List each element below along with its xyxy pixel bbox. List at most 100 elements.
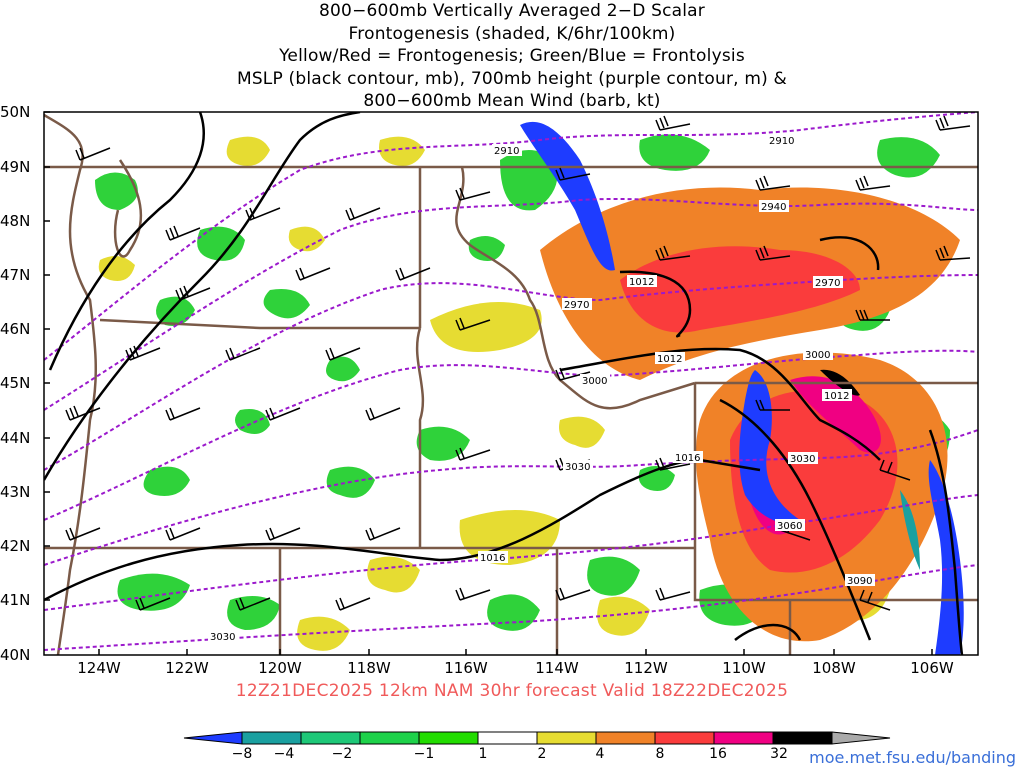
height-contour-label: 3000	[580, 374, 610, 387]
frontolysis-area	[197, 226, 245, 261]
id-mt-border-north	[455, 166, 696, 410]
wind-barb	[245, 207, 281, 221]
mslp-contour-1012	[619, 270, 692, 338]
wind-barb	[855, 309, 890, 321]
lat-label: 44N	[0, 429, 31, 447]
svg-text:1016: 1016	[480, 553, 505, 564]
wind-barb	[655, 457, 691, 471]
frontogenesis-area	[226, 136, 270, 166]
title-line-4: MSLP (black contour, mb), 700mb height (…	[236, 68, 788, 89]
plot-title: 800−600mb Vertically Averaged 2−D Scalar…	[0, 0, 1024, 113]
lat-label: 42N	[0, 537, 31, 555]
colorbar-label: −8	[231, 746, 253, 762]
wind-barb	[235, 597, 271, 611]
title-line-5: 800−600mb Mean Wind (barb, kt)	[363, 91, 661, 111]
svg-text:3030: 3030	[790, 454, 815, 465]
height-contour-3000	[44, 349, 978, 521]
wind-barb	[935, 245, 971, 261]
svg-text:2940: 2940	[761, 202, 786, 213]
height-contour-label: 3000	[803, 348, 833, 361]
mslp-contour	[928, 429, 964, 655]
colorbar-arrow-low	[183, 731, 243, 745]
svg-text:3030: 3030	[210, 632, 235, 643]
frontolysis-area	[639, 134, 710, 171]
colorbar-cell	[654, 731, 715, 745]
lon-label: 108W	[812, 659, 856, 677]
svg-text:1012: 1012	[657, 354, 682, 365]
axis-ticks	[44, 111, 933, 655]
mslp-contour-label: 1016	[478, 551, 508, 564]
lon-label: 114W	[535, 659, 579, 677]
or-id-border	[415, 327, 425, 548]
colorbar-label: −4	[273, 746, 295, 762]
lat-label: 41N	[0, 591, 31, 609]
mslp-contour-1012	[559, 347, 881, 461]
svg-text:2970: 2970	[815, 278, 840, 289]
frontogenesis-shading	[95, 121, 964, 655]
wind-barb	[395, 267, 431, 281]
wa-or-border	[99, 318, 420, 330]
colorbar-cell	[300, 731, 361, 745]
wind-barb	[555, 167, 591, 181]
frontogenesis-area	[790, 376, 881, 453]
mslp-contour-label: 1012	[822, 389, 852, 402]
svg-text:2910: 2910	[494, 146, 519, 157]
mslp-contour-label: 1012	[627, 275, 657, 288]
svg-text:1012: 1012	[824, 391, 849, 402]
lat-label: 46N	[0, 320, 31, 338]
svg-text:3000: 3000	[805, 350, 830, 361]
wind-barb	[165, 225, 201, 241]
wind-barb	[455, 187, 491, 201]
height-contour-2940	[44, 197, 978, 411]
height-contour-3030	[44, 429, 978, 566]
colorbar-label: 32	[770, 746, 788, 762]
lon-label: 112W	[624, 659, 668, 677]
mslp-contour	[734, 623, 802, 641]
mslp-contour	[44, 112, 361, 481]
puget-sound	[113, 159, 143, 258]
wind-barb	[935, 115, 971, 131]
height-contour-label: 2970	[562, 298, 592, 311]
title-line-1: 800−600mb Vertically Averaged 2−D Scalar	[319, 1, 705, 21]
political-boundaries	[44, 113, 978, 655]
height-contour-2910	[44, 112, 978, 361]
lat-label: 49N	[0, 158, 31, 176]
frontogenesis-area	[430, 302, 542, 352]
wind-barb	[555, 367, 591, 381]
wind-barb	[655, 245, 691, 261]
lat-label: 40N	[0, 646, 31, 664]
svg-text:2970: 2970	[564, 300, 589, 311]
wind-barb	[655, 587, 691, 601]
mslp-contour-1016	[44, 458, 761, 602]
colorbar-cell	[713, 731, 774, 745]
site-url[interactable]: moe.met.fsu.edu/banding	[809, 748, 1016, 767]
wind-barb	[755, 175, 791, 191]
frontogenesis-area	[559, 416, 605, 448]
frontolysis-blue-band	[520, 121, 615, 271]
title-line-3: Yellow/Red = Frontogenesis; Green/Blue =…	[279, 46, 745, 66]
mslp-contour	[719, 398, 872, 641]
frontolysis-blue-band	[739, 370, 800, 524]
frontolysis-area	[326, 356, 360, 382]
height-contour-label: 3060	[775, 519, 805, 532]
lat-label: 45N	[0, 374, 31, 392]
lon-label: 124W	[77, 659, 121, 677]
wind-barb	[345, 207, 381, 221]
wind-barb	[655, 115, 691, 131]
frontogenesis-area	[379, 136, 425, 166]
wind-barb	[365, 527, 401, 541]
lat-label: 47N	[0, 266, 31, 284]
colorbar-cell	[772, 731, 833, 745]
wind-barb	[165, 527, 201, 541]
frontolysis-area	[95, 172, 138, 210]
wind-barbs	[65, 115, 971, 611]
frontolysis-area	[227, 596, 280, 630]
wind-barb	[135, 597, 171, 611]
wind-barb	[455, 317, 491, 331]
colorbar-cell	[418, 731, 479, 745]
mslp-contour	[48, 112, 205, 371]
colorbar-label: −1	[413, 746, 435, 762]
wind-barb	[65, 405, 101, 421]
colorbar-label: 4	[595, 746, 605, 762]
